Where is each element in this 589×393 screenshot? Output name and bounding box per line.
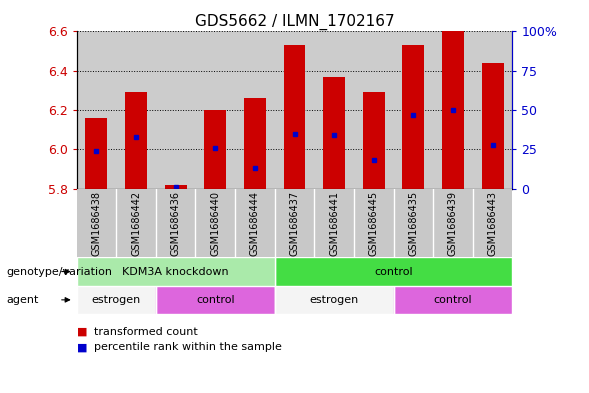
Bar [402,45,424,189]
Text: agent: agent [6,295,38,305]
Bar [442,31,464,189]
Bar [156,31,196,189]
Bar [315,31,354,189]
Text: estrogen: estrogen [91,295,141,305]
Bar [77,31,116,189]
Bar [196,189,235,257]
Text: genotype/variation: genotype/variation [6,266,112,277]
Bar [482,63,504,189]
Bar [283,45,305,189]
Bar [315,189,354,257]
Text: GSM1686439: GSM1686439 [448,191,458,256]
Text: GSM1686443: GSM1686443 [488,191,498,256]
Bar [354,31,393,189]
Bar [433,189,473,257]
Bar [244,98,266,189]
Bar [393,286,512,314]
Text: percentile rank within the sample: percentile rank within the sample [94,342,282,353]
Text: control: control [196,295,234,305]
Bar [274,286,393,314]
Bar [274,257,512,286]
Text: GSM1686437: GSM1686437 [290,191,299,256]
Bar [156,286,274,314]
Bar [196,31,235,189]
Bar [156,286,274,314]
Bar [77,286,156,314]
Bar [125,92,147,189]
Text: ■: ■ [77,342,87,353]
Text: GSM1686438: GSM1686438 [91,191,101,256]
Bar [235,189,274,257]
Bar [433,31,473,189]
Text: GDS5662 / ILMN_1702167: GDS5662 / ILMN_1702167 [195,14,394,30]
Bar [156,189,196,257]
Text: GSM1686445: GSM1686445 [369,191,379,256]
Text: GSM1686435: GSM1686435 [408,191,418,256]
Text: GSM1686440: GSM1686440 [210,191,220,256]
Text: control: control [374,266,413,277]
Bar [77,286,156,314]
Text: GSM1686442: GSM1686442 [131,191,141,256]
Bar [393,189,433,257]
Bar [77,257,274,286]
Bar [77,257,274,286]
Text: GSM1686441: GSM1686441 [329,191,339,256]
Bar [165,185,187,189]
Text: GSM1686444: GSM1686444 [250,191,260,256]
Bar [393,286,512,314]
Bar [116,31,156,189]
Bar [274,257,512,286]
Bar [204,110,226,189]
Text: ■: ■ [77,327,87,337]
Bar [363,92,385,189]
Bar [473,31,512,189]
Text: estrogen: estrogen [309,295,359,305]
Text: transformed count: transformed count [94,327,198,337]
Bar [274,31,315,189]
Bar [85,118,107,189]
Bar [235,31,274,189]
Bar [354,189,393,257]
Bar [77,189,116,257]
Bar [323,77,345,189]
Bar [274,286,393,314]
Bar [393,31,433,189]
Text: KDM3A knockdown: KDM3A knockdown [123,266,229,277]
Text: control: control [434,295,472,305]
Bar [274,189,315,257]
Bar [473,189,512,257]
Bar [116,189,156,257]
Text: GSM1686436: GSM1686436 [171,191,181,256]
